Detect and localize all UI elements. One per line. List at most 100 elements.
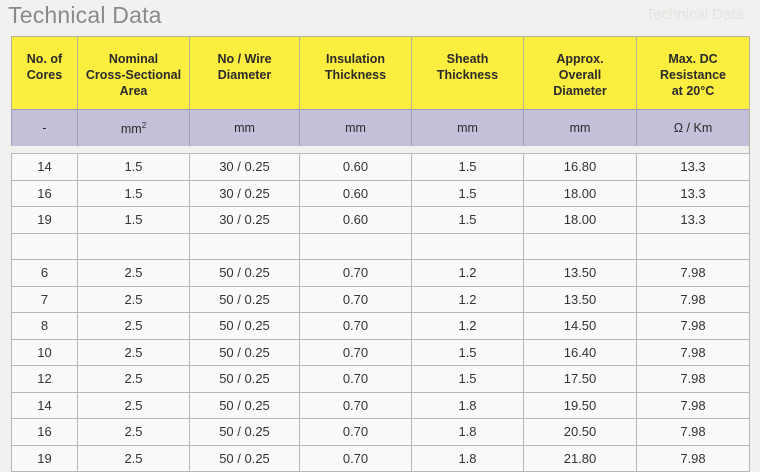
technical-data-table: No. of Cores Nominal Cross-Sectional Are…	[11, 36, 750, 472]
table-cell: 50 / 0.25	[189, 312, 300, 340]
table-cell: 2.5	[77, 392, 190, 419]
table-cell	[189, 233, 300, 260]
table-cell: 13.50	[523, 259, 637, 287]
table-cell: 50 / 0.25	[189, 418, 300, 446]
gap-row	[11, 146, 750, 154]
table-cell: 50 / 0.25	[189, 365, 300, 393]
header-cell: Nominal Cross-Sectional Area	[77, 36, 190, 110]
table-cell: 1.5	[411, 180, 524, 207]
table-cell: 2.5	[77, 312, 190, 340]
table-cell: 7.98	[636, 365, 750, 393]
table-cell: 12	[11, 365, 78, 393]
table-cell: 0.70	[299, 445, 412, 472]
table-cell: 7.98	[636, 445, 750, 472]
table-cell: 20.50	[523, 418, 637, 446]
table-cell: 10	[11, 339, 78, 366]
table-row: 16 1.5 30 / 0.25 0.60 1.5 18.00 13.3	[11, 180, 750, 207]
table-cell: 7.98	[636, 339, 750, 366]
table-cell: 50 / 0.25	[189, 286, 300, 313]
table-cell: 1.5	[77, 180, 190, 207]
header-cell: Max. DC Resistance at 20°C	[636, 36, 750, 110]
table-cell: 17.50	[523, 365, 637, 393]
table-cell	[411, 233, 524, 260]
table-cell: 1.5	[411, 206, 524, 234]
table-cell: 7.98	[636, 418, 750, 446]
table-cell	[523, 233, 637, 260]
table-cell: 50 / 0.25	[189, 339, 300, 366]
table-cell: 1.2	[411, 286, 524, 313]
unit-cell: mm	[523, 109, 637, 146]
table-cell: 50 / 0.25	[189, 259, 300, 287]
table-cell: 13.3	[636, 206, 750, 234]
table-cell: 0.70	[299, 365, 412, 393]
table-cell: 30 / 0.25	[189, 206, 300, 234]
unit-cell: mm	[299, 109, 412, 146]
table-cell: 0.70	[299, 286, 412, 313]
table-cell: 2.5	[77, 286, 190, 313]
table-row: 19 1.5 30 / 0.25 0.60 1.5 18.00 13.3	[11, 206, 750, 234]
table-row: 6 2.5 50 / 0.25 0.70 1.2 13.50 7.98	[11, 259, 750, 287]
table-cell: 30 / 0.25	[189, 153, 300, 181]
table-cell: 2.5	[77, 339, 190, 366]
table-cell: 7.98	[636, 392, 750, 419]
table-cell: 0.70	[299, 392, 412, 419]
table-cell: 1.5	[411, 153, 524, 181]
table-cell: 13.3	[636, 153, 750, 181]
ghost-title: Technical Data	[645, 6, 744, 23]
table-cell: 16	[11, 418, 78, 446]
table-cell: 1.2	[411, 312, 524, 340]
table-row	[11, 233, 750, 260]
table-row: 14 2.5 50 / 0.25 0.70 1.8 19.50 7.98	[11, 392, 750, 419]
table-cell: 1.8	[411, 445, 524, 472]
table-cell: 6	[11, 259, 78, 287]
unit-text: mm	[120, 121, 142, 136]
unit-cell: mm2	[77, 109, 190, 146]
table-cell: 2.5	[77, 365, 190, 393]
table-cell: 0.60	[299, 153, 412, 181]
table-row: 10 2.5 50 / 0.25 0.70 1.5 16.40 7.98	[11, 339, 750, 366]
table-cell: 16.40	[523, 339, 637, 366]
table-cell: 16.80	[523, 153, 637, 181]
table-cell: 7.98	[636, 259, 750, 287]
units-row: - mm2 mm mm mm mm Ω / Km	[11, 109, 750, 146]
table-cell	[77, 233, 190, 260]
table-row: 12 2.5 50 / 0.25 0.70 1.5 17.50 7.98	[11, 365, 750, 393]
table-cell: 0.70	[299, 418, 412, 446]
table-cell: 50 / 0.25	[189, 445, 300, 472]
table-row: 19 2.5 50 / 0.25 0.70 1.8 21.80 7.98	[11, 445, 750, 472]
unit-cell: mm	[189, 109, 300, 146]
table-cell: 21.80	[523, 445, 637, 472]
table-cell: 0.70	[299, 339, 412, 366]
table-cell: 19	[11, 445, 78, 472]
table-body: 14 1.5 30 / 0.25 0.60 1.5 16.80 13.3 16 1.5 30 / …	[11, 153, 750, 472]
table-cell: 7.98	[636, 312, 750, 340]
table-row: 8 2.5 50 / 0.25 0.70 1.2 14.50 7.98	[11, 312, 750, 340]
header-cell: No / Wire Diameter	[189, 36, 300, 110]
table-cell: 2.5	[77, 418, 190, 446]
table-cell	[299, 233, 412, 260]
header-row: No. of Cores Nominal Cross-Sectional Are…	[11, 36, 750, 110]
table-cell: 1.2	[411, 259, 524, 287]
table-cell: 1.8	[411, 418, 524, 446]
unit-cell: -	[11, 109, 78, 146]
table-cell: 1.5	[411, 339, 524, 366]
table-cell: 0.60	[299, 206, 412, 234]
table-cell: 50 / 0.25	[189, 392, 300, 419]
table-cell: 0.70	[299, 259, 412, 287]
table-cell	[636, 233, 750, 260]
header-cell: Approx. Overall Diameter	[523, 36, 637, 110]
table-row: 16 2.5 50 / 0.25 0.70 1.8 20.50 7.98	[11, 418, 750, 446]
header-cell: Sheath Thickness	[411, 36, 524, 110]
table-cell: 16	[11, 180, 78, 207]
page-title: Technical Data	[8, 2, 162, 28]
header-cell: Insulation Thickness	[299, 36, 412, 110]
table-cell: 1.5	[77, 206, 190, 234]
table-cell: 14.50	[523, 312, 637, 340]
table-cell: 30 / 0.25	[189, 180, 300, 207]
table-cell	[11, 233, 78, 260]
table-cell: 2.5	[77, 259, 190, 287]
table-cell: 0.70	[299, 312, 412, 340]
table-cell: 13.3	[636, 180, 750, 207]
table-cell: 14	[11, 153, 78, 181]
table-cell: 1.5	[77, 153, 190, 181]
